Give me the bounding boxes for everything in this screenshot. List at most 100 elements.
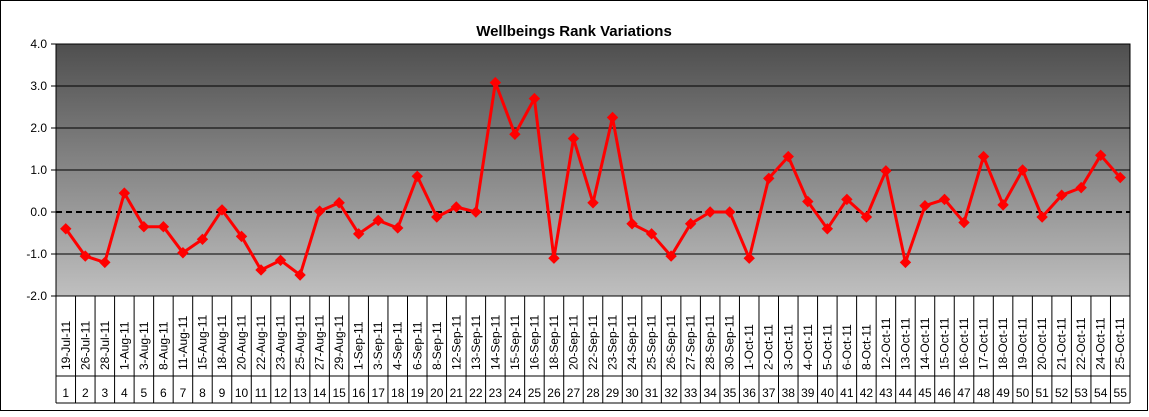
x-index-label: 47	[957, 386, 971, 400]
x-tick-label: 19-Jul-11	[59, 321, 73, 370]
x-index-label: 41	[840, 386, 854, 400]
x-tick-label: 25-Oct-11	[1113, 317, 1127, 370]
data-point	[684, 218, 697, 230]
x-tick-label: 1-Oct-11	[742, 324, 756, 370]
x-tick-label: 24-Oct-11	[1094, 317, 1108, 370]
data-point	[274, 254, 287, 267]
x-index-label: 11	[255, 386, 268, 400]
data-point	[216, 204, 228, 216]
x-index-label: 46	[938, 386, 952, 400]
x-tick-label: 13-Sep-11	[469, 315, 483, 370]
x-index-label: 54	[1094, 386, 1108, 400]
data-point	[958, 216, 970, 229]
data-point	[763, 172, 775, 185]
data-point	[196, 233, 209, 246]
y-tick-label: 3.0	[30, 79, 47, 93]
x-tick-label: 20-Aug-11	[235, 315, 249, 370]
x-tick-label: 2-Oct-11	[762, 324, 776, 370]
data-point	[626, 218, 638, 230]
data-point	[1036, 211, 1048, 223]
x-tick-label: 15-Oct-11	[937, 317, 951, 370]
y-tick-label: 1.0	[30, 163, 47, 177]
x-tick-label: 22-Sep-11	[586, 315, 600, 370]
x-tick-label: 1-Aug-11	[117, 321, 131, 370]
x-index-label: 38	[782, 386, 796, 400]
data-point	[606, 111, 619, 124]
x-tick-label: 21-Oct-11	[1055, 317, 1069, 370]
plot-border	[55, 43, 1131, 297]
x-tick-label: 8-Aug-11	[156, 321, 170, 370]
data-point	[743, 252, 755, 264]
data-point	[919, 199, 931, 212]
data-point	[645, 228, 658, 240]
x-tick-label: 8-Oct-11	[859, 324, 873, 370]
x-tick-label: 16-Oct-11	[957, 317, 971, 370]
x-tick-label: 26-Sep-11	[664, 315, 678, 370]
x-tick-label: 20-Sep-11	[566, 315, 580, 370]
y-tick-label: -2.0	[26, 289, 47, 303]
x-index-label: 45	[918, 386, 932, 400]
x-index-label: 1	[62, 386, 69, 400]
y-tick-label: 2.0	[30, 121, 47, 135]
data-point	[723, 206, 736, 218]
x-tick-label: 4-Oct-11	[801, 324, 815, 370]
x-index-label: 22	[469, 386, 483, 400]
data-point	[704, 206, 716, 218]
x-tick-label: 15-Sep-11	[508, 315, 522, 370]
x-tick-label: 5-Oct-11	[820, 324, 834, 370]
data-point	[60, 223, 72, 235]
x-tick-label: 17-Oct-11	[977, 317, 991, 370]
data-point	[860, 211, 873, 223]
x-index-label: 53	[1075, 386, 1089, 400]
x-index-label: 52	[1055, 386, 1069, 400]
x-tick-label: 3-Oct-11	[781, 324, 795, 370]
data-point	[782, 150, 794, 163]
data-point	[431, 211, 443, 223]
x-tick-label: 6-Oct-11	[840, 324, 854, 370]
x-tick-label: 26-Jul-11	[78, 321, 92, 370]
data-point	[1075, 181, 1087, 194]
data-point	[841, 193, 853, 206]
data-point	[99, 256, 111, 269]
x-tick-label: 1-Sep-11	[352, 321, 366, 370]
x-index-label: 7	[180, 386, 187, 400]
data-point	[352, 228, 365, 240]
x-index-label: 10	[235, 386, 249, 400]
x-index-label: 6	[160, 386, 167, 400]
x-tick-label: 6-Sep-11	[410, 321, 424, 370]
x-index-label: 21	[450, 386, 464, 400]
data-point	[372, 214, 384, 227]
x-index-label: 15	[332, 386, 346, 400]
x-index-label: 3	[101, 386, 108, 400]
x-tick-label: 18-Sep-11	[547, 315, 561, 370]
x-index-label: 28	[586, 386, 600, 400]
x-index-label: 29	[606, 386, 620, 400]
x-tick-label: 18-Oct-11	[996, 317, 1010, 370]
x-tick-label: 25-Sep-11	[645, 315, 659, 370]
data-point	[997, 199, 1009, 211]
data-point	[977, 150, 990, 163]
x-index-label: 39	[801, 386, 815, 400]
x-index-label: 12	[274, 386, 288, 400]
x-tick-label: 12-Sep-11	[449, 315, 463, 370]
x-tick-label: 14-Sep-11	[488, 315, 502, 370]
data-point	[235, 230, 248, 243]
x-index-label: 8	[199, 386, 206, 400]
data-point	[450, 201, 463, 213]
x-index-label: 31	[645, 386, 659, 400]
x-index-label: 34	[703, 386, 717, 400]
data-point	[333, 197, 345, 209]
x-tick-label: 23-Sep-11	[606, 315, 620, 370]
x-tick-label: 29-Aug-11	[332, 315, 346, 370]
x-tick-label: 30-Sep-11	[723, 315, 737, 370]
data-point	[509, 128, 521, 141]
x-tick-label: 11-Aug-11	[176, 315, 190, 370]
data-point	[177, 247, 189, 259]
x-tick-label: 27-Sep-11	[684, 315, 698, 370]
x-index-label: 9	[219, 386, 226, 400]
data-point	[899, 256, 912, 269]
x-tick-label: 28-Jul-11	[98, 321, 112, 370]
x-index-label: 13	[293, 386, 307, 400]
x-index-label: 27	[567, 386, 581, 400]
x-tick-label: 22-Oct-11	[1074, 317, 1088, 370]
